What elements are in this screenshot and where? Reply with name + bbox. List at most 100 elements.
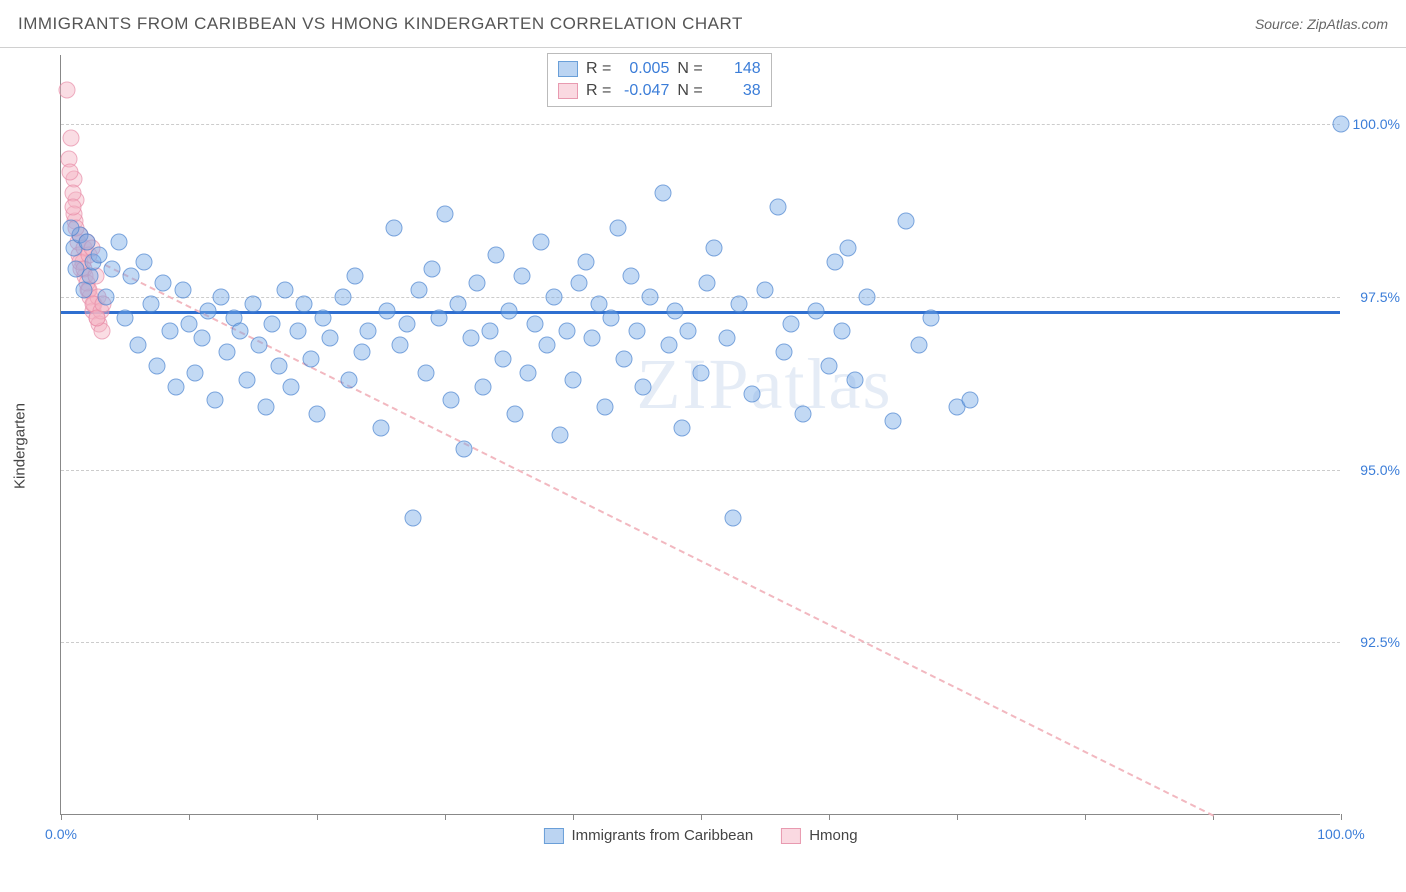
data-point-blue xyxy=(609,219,626,236)
data-point-blue xyxy=(808,302,825,319)
stats-row-pink: R = -0.047 N = 38 xyxy=(558,80,761,102)
bottom-legend: Immigrants from Caribbean Hmong xyxy=(543,827,857,844)
xtick-label: 0.0% xyxy=(45,826,77,842)
data-point-blue xyxy=(270,357,287,374)
stats-row-blue: R = 0.005 N = 148 xyxy=(558,58,761,80)
data-point-blue xyxy=(264,316,281,333)
data-point-blue xyxy=(78,233,95,250)
data-point-blue xyxy=(91,247,108,264)
legend-label-blue: Immigrants from Caribbean xyxy=(571,827,753,844)
data-point-blue xyxy=(718,330,735,347)
data-point-blue xyxy=(673,420,690,437)
data-point-blue xyxy=(373,420,390,437)
data-point-blue xyxy=(462,330,479,347)
gridline xyxy=(61,642,1340,643)
data-point-blue xyxy=(552,427,569,444)
data-point-pink xyxy=(63,129,80,146)
data-point-blue xyxy=(469,275,486,292)
data-point-blue xyxy=(910,337,927,354)
stat-label-n: N = xyxy=(677,80,702,102)
data-point-blue xyxy=(334,288,351,305)
data-point-blue xyxy=(213,288,230,305)
data-point-blue xyxy=(795,406,812,423)
xtick xyxy=(61,814,62,820)
data-point-blue xyxy=(417,364,434,381)
data-point-blue xyxy=(443,392,460,409)
data-point-blue xyxy=(392,337,409,354)
data-point-blue xyxy=(520,364,537,381)
swatch-blue-icon xyxy=(543,828,563,844)
xtick xyxy=(701,814,702,820)
data-point-blue xyxy=(385,219,402,236)
data-point-blue xyxy=(136,254,153,271)
data-point-blue xyxy=(590,295,607,312)
data-point-blue xyxy=(449,295,466,312)
gridline xyxy=(61,470,1340,471)
data-point-blue xyxy=(526,316,543,333)
data-point-blue xyxy=(296,295,313,312)
data-point-blue xyxy=(584,330,601,347)
data-point-blue xyxy=(63,219,80,236)
data-point-blue xyxy=(174,281,191,298)
xtick xyxy=(957,814,958,820)
data-point-blue xyxy=(1333,116,1350,133)
data-point-blue xyxy=(321,330,338,347)
data-point-blue xyxy=(597,399,614,416)
data-point-blue xyxy=(757,281,774,298)
data-point-blue xyxy=(923,309,940,326)
data-point-blue xyxy=(149,357,166,374)
data-point-blue xyxy=(168,378,185,395)
data-point-blue xyxy=(161,323,178,340)
y-axis-label: Kindergarten xyxy=(12,403,29,489)
data-point-blue xyxy=(424,261,441,278)
data-point-blue xyxy=(257,399,274,416)
gridline xyxy=(61,124,1340,125)
legend-item-blue: Immigrants from Caribbean xyxy=(543,827,753,844)
data-point-blue xyxy=(661,337,678,354)
stat-blue-r: 0.005 xyxy=(619,58,669,80)
data-point-blue xyxy=(289,323,306,340)
data-point-blue xyxy=(155,275,172,292)
data-point-blue xyxy=(725,509,742,526)
data-point-pink xyxy=(64,199,81,216)
data-point-blue xyxy=(507,406,524,423)
data-point-pink xyxy=(61,164,78,181)
xtick-label: 100.0% xyxy=(1317,826,1364,842)
data-point-blue xyxy=(405,509,422,526)
stat-label-r: R = xyxy=(586,58,611,80)
data-point-blue xyxy=(635,378,652,395)
data-point-blue xyxy=(897,212,914,229)
data-point-blue xyxy=(731,295,748,312)
xtick xyxy=(829,814,830,820)
data-point-blue xyxy=(347,268,364,285)
data-point-blue xyxy=(110,233,127,250)
ytick-label: 95.0% xyxy=(1345,462,1400,478)
data-point-blue xyxy=(545,288,562,305)
data-point-blue xyxy=(558,323,575,340)
data-point-blue xyxy=(680,323,697,340)
data-point-blue xyxy=(533,233,550,250)
data-point-blue xyxy=(315,309,332,326)
data-point-blue xyxy=(187,364,204,381)
chart-header: IMMIGRANTS FROM CARIBBEAN VS HMONG KINDE… xyxy=(0,0,1406,48)
data-point-blue xyxy=(341,371,358,388)
swatch-pink-icon xyxy=(558,83,578,99)
legend-label-pink: Hmong xyxy=(809,827,857,844)
data-point-blue xyxy=(603,309,620,326)
data-point-blue xyxy=(251,337,268,354)
data-point-blue xyxy=(699,275,716,292)
data-point-blue xyxy=(283,378,300,395)
data-point-blue xyxy=(353,344,370,361)
data-point-blue xyxy=(577,254,594,271)
data-point-blue xyxy=(245,295,262,312)
data-point-blue xyxy=(277,281,294,298)
data-point-blue xyxy=(360,323,377,340)
swatch-pink-icon xyxy=(781,828,801,844)
ytick-label: 100.0% xyxy=(1345,116,1400,132)
data-point-blue xyxy=(430,309,447,326)
data-point-blue xyxy=(705,240,722,257)
stat-label-r: R = xyxy=(586,80,611,102)
data-point-blue xyxy=(129,337,146,354)
data-point-blue xyxy=(769,199,786,216)
data-point-blue xyxy=(456,440,473,457)
